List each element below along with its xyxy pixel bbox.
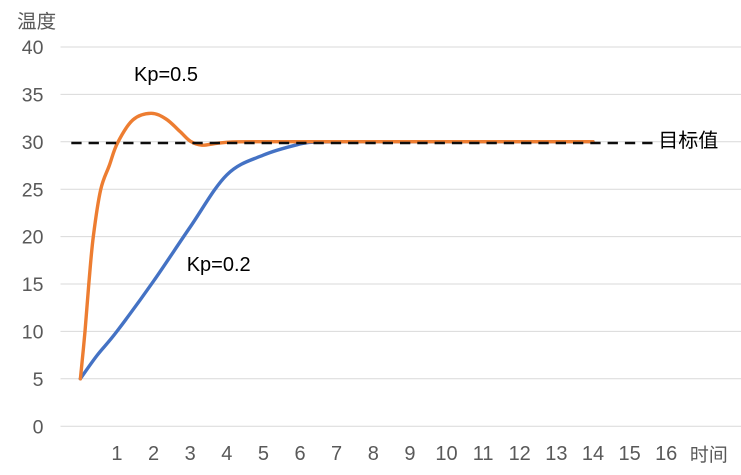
svg-text:2: 2 xyxy=(148,443,159,465)
svg-text:0: 0 xyxy=(33,416,44,438)
svg-text:12: 12 xyxy=(509,443,531,465)
svg-text:5: 5 xyxy=(258,443,269,465)
svg-text:35: 35 xyxy=(22,85,44,107)
svg-text:4: 4 xyxy=(221,443,232,465)
svg-text:7: 7 xyxy=(331,443,342,465)
svg-text:13: 13 xyxy=(545,443,567,465)
svg-text:1: 1 xyxy=(111,443,122,465)
svg-text:3: 3 xyxy=(185,443,196,465)
svg-text:Kp=0.5: Kp=0.5 xyxy=(134,64,198,86)
svg-text:9: 9 xyxy=(404,443,415,465)
svg-text:16: 16 xyxy=(655,443,677,465)
svg-text:20: 20 xyxy=(22,227,44,249)
svg-text:5: 5 xyxy=(33,369,44,391)
svg-text:40: 40 xyxy=(22,37,44,59)
svg-text:11: 11 xyxy=(473,443,494,465)
svg-text:14: 14 xyxy=(582,443,604,465)
svg-text:6: 6 xyxy=(294,443,305,465)
svg-text:25: 25 xyxy=(22,179,44,201)
svg-text:Kp=0.2: Kp=0.2 xyxy=(187,254,251,276)
svg-text:30: 30 xyxy=(22,132,44,154)
svg-text:10: 10 xyxy=(435,443,457,465)
svg-text:15: 15 xyxy=(22,274,44,296)
svg-text:10: 10 xyxy=(22,322,44,344)
svg-text:8: 8 xyxy=(368,443,379,465)
svg-text:15: 15 xyxy=(618,443,640,465)
